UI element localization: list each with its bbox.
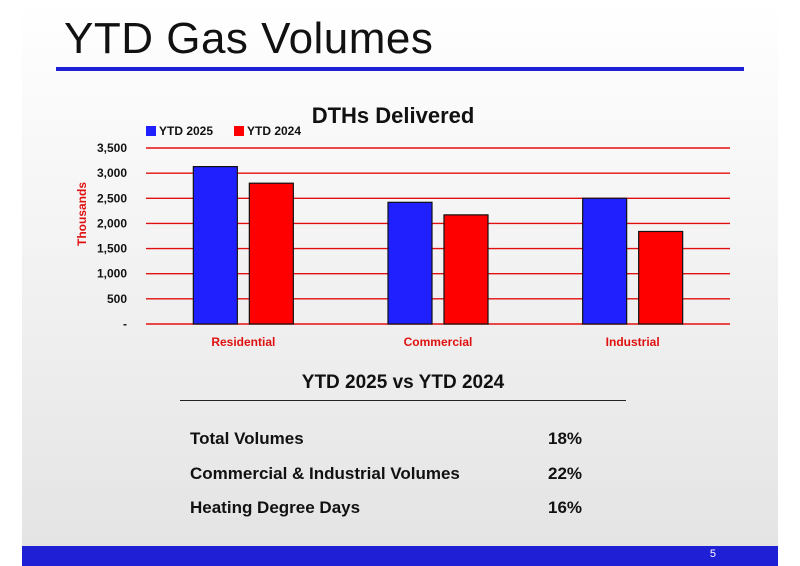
y-tick-label: 3,500	[97, 141, 127, 155]
summary-row-total-volumes: Total Volumes 18%	[190, 429, 590, 455]
y-tick-label: 1,000	[97, 267, 127, 281]
x-category-label: Industrial	[606, 335, 660, 349]
summary-row-label: Total Volumes	[190, 429, 304, 448]
legend-swatch	[146, 126, 156, 136]
summary-row-label: Commercial & Industrial Volumes	[190, 464, 460, 483]
title-underline	[56, 67, 744, 71]
slide-title: YTD Gas Volumes	[64, 14, 434, 63]
summary-title: YTD 2025 vs YTD 2024	[301, 372, 505, 393]
y-tick-label: 2,500	[97, 191, 127, 205]
summary-row-heating-degree-days: Heating Degree Days 16%	[190, 498, 590, 524]
dths-delivered-chart: DTHs Delivered - 500 1,000 1,500 2,000 2,500 3,…	[75, 103, 730, 349]
y-tick-label: -	[123, 317, 127, 331]
y-axis-label: Thousands	[75, 182, 89, 246]
legend-label: YTD 2024	[247, 124, 301, 138]
summary-row-commercial-industrial: Commercial & Industrial Volumes 22%	[190, 464, 590, 490]
summary-divider	[180, 400, 626, 401]
bar-ytd-2025	[582, 197, 628, 325]
y-tick-label: 2,000	[97, 216, 127, 230]
x-category-label: Residential	[211, 335, 275, 349]
bar-ytd-2024	[443, 214, 489, 325]
summary-row-value: 22%	[548, 464, 583, 483]
bar-ytd-2025	[192, 166, 238, 325]
bar-ytd-2024	[638, 230, 684, 325]
bar-ytd-2024	[248, 182, 294, 325]
chart-title: DTHs Delivered	[312, 103, 475, 128]
summary-row-label: Heating Degree Days	[190, 498, 361, 517]
y-tick-label: 3,000	[97, 166, 127, 180]
bar-ytd-2025	[387, 201, 433, 325]
summary-row-value: 18%	[548, 429, 583, 448]
x-category-label: Commercial	[404, 335, 473, 349]
legend-label: YTD 2025	[159, 124, 213, 138]
y-tick-label: 500	[107, 292, 127, 306]
page-number: 5	[709, 548, 716, 560]
y-tick-label: 1,500	[97, 242, 127, 256]
footer-bar: 5	[22, 546, 778, 566]
summary-row-value: 16%	[548, 498, 583, 517]
legend-swatch	[234, 126, 244, 136]
